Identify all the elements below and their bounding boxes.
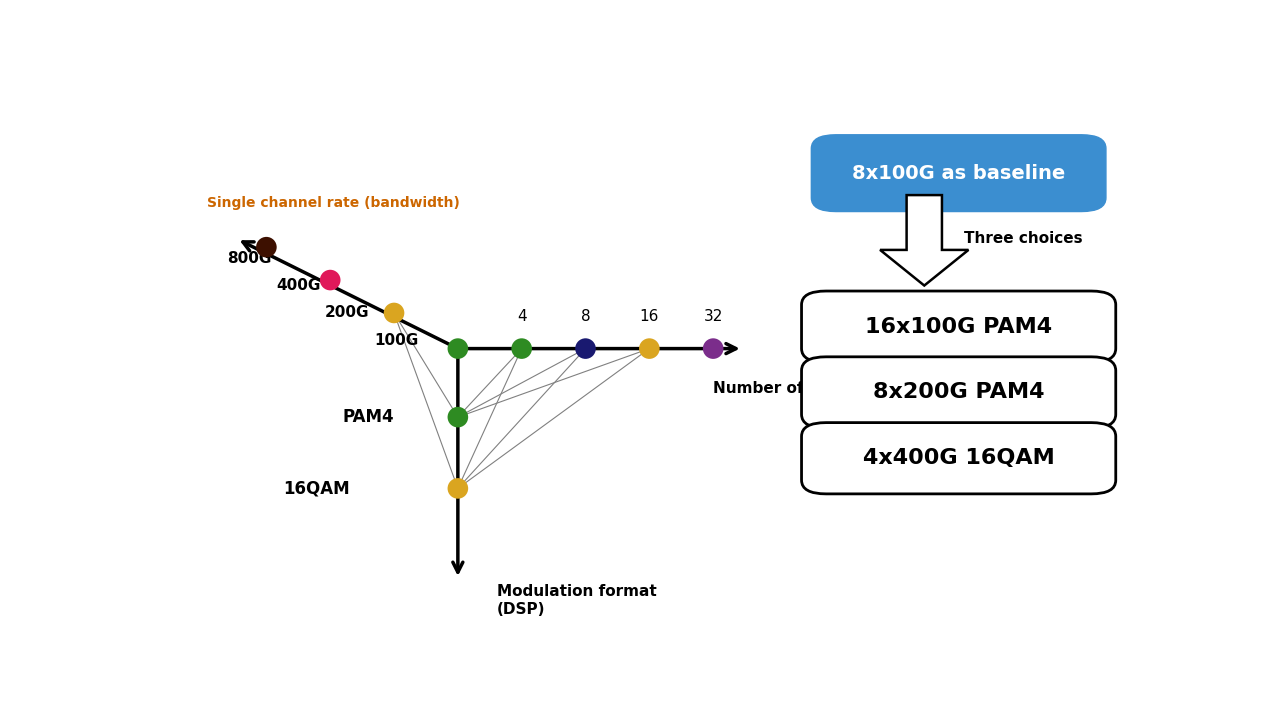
Text: Number of channels: Number of channels (713, 382, 886, 397)
Text: 4: 4 (517, 309, 527, 324)
Text: 16QAM: 16QAM (284, 479, 350, 498)
Text: 32: 32 (703, 309, 723, 324)
FancyBboxPatch shape (802, 423, 1116, 494)
Point (384, 308, 404, 319)
Text: 8x200G PAM4: 8x200G PAM4 (873, 382, 1044, 402)
Point (447, 343, 468, 355)
Text: 8: 8 (580, 309, 590, 324)
FancyBboxPatch shape (811, 135, 1106, 211)
Text: Modulation format
(DSP): Modulation format (DSP) (497, 585, 656, 617)
Text: 8x100G as baseline: 8x100G as baseline (851, 164, 1066, 183)
Text: 4x400G 16QAM: 4x400G 16QAM (863, 449, 1054, 468)
Text: Single channel rate (bandwidth): Single channel rate (bandwidth) (208, 197, 460, 210)
Point (639, 343, 659, 355)
Point (447, 483, 468, 494)
Point (321, 274, 341, 286)
Text: 100G: 100G (374, 333, 418, 348)
Text: 200G: 200G (326, 305, 370, 320)
FancyBboxPatch shape (802, 357, 1116, 428)
Point (447, 412, 468, 423)
Text: PAM4: PAM4 (342, 408, 394, 426)
Text: 16: 16 (640, 309, 659, 324)
Point (575, 343, 595, 355)
Point (256, 241, 276, 253)
Point (703, 343, 723, 355)
Text: 800G: 800G (227, 251, 271, 266)
Point (512, 343, 532, 355)
FancyBboxPatch shape (802, 291, 1116, 362)
Polygon shape (881, 195, 968, 286)
Text: Three choices: Three choices (963, 231, 1082, 246)
Text: 16x100G PAM4: 16x100G PAM4 (865, 317, 1052, 337)
Text: 400G: 400G (276, 278, 321, 293)
